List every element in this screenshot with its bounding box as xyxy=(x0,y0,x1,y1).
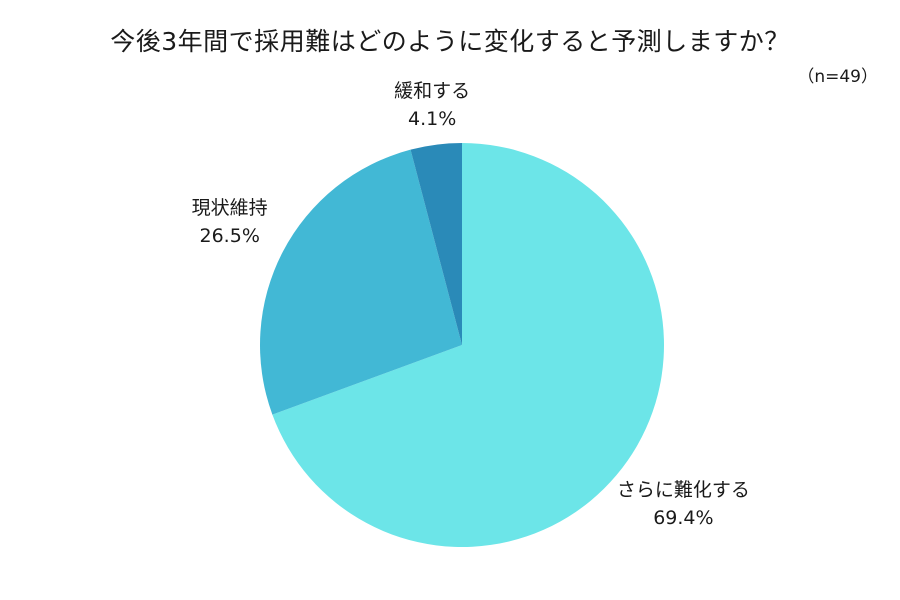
slice-label-sarani-nanka: さらに難化する 69.4% xyxy=(617,476,750,532)
pie-slice-sarani-nanka xyxy=(272,143,664,547)
pie-slice-kanwa xyxy=(410,143,462,345)
slice-label-value: 69.4% xyxy=(653,506,714,529)
pie-slice-genjo-iji xyxy=(259,149,462,415)
slice-label-genjo-iji: 現状維持 26.5% xyxy=(192,194,268,250)
chart-title: 今後3年間で採用難はどのように変化すると予測しますか？ xyxy=(110,27,790,56)
slice-label-name: 現状維持 xyxy=(191,196,268,219)
slice-label-value: 4.1% xyxy=(408,107,457,130)
slice-label-name: さらに難化する xyxy=(616,478,750,501)
slice-label-value: 26.5% xyxy=(199,224,260,247)
slice-label-kanwa: 緩和する 4.1% xyxy=(394,77,470,133)
sample-size-label: （n=49） xyxy=(797,67,878,87)
slice-label-name: 緩和する xyxy=(394,79,471,102)
